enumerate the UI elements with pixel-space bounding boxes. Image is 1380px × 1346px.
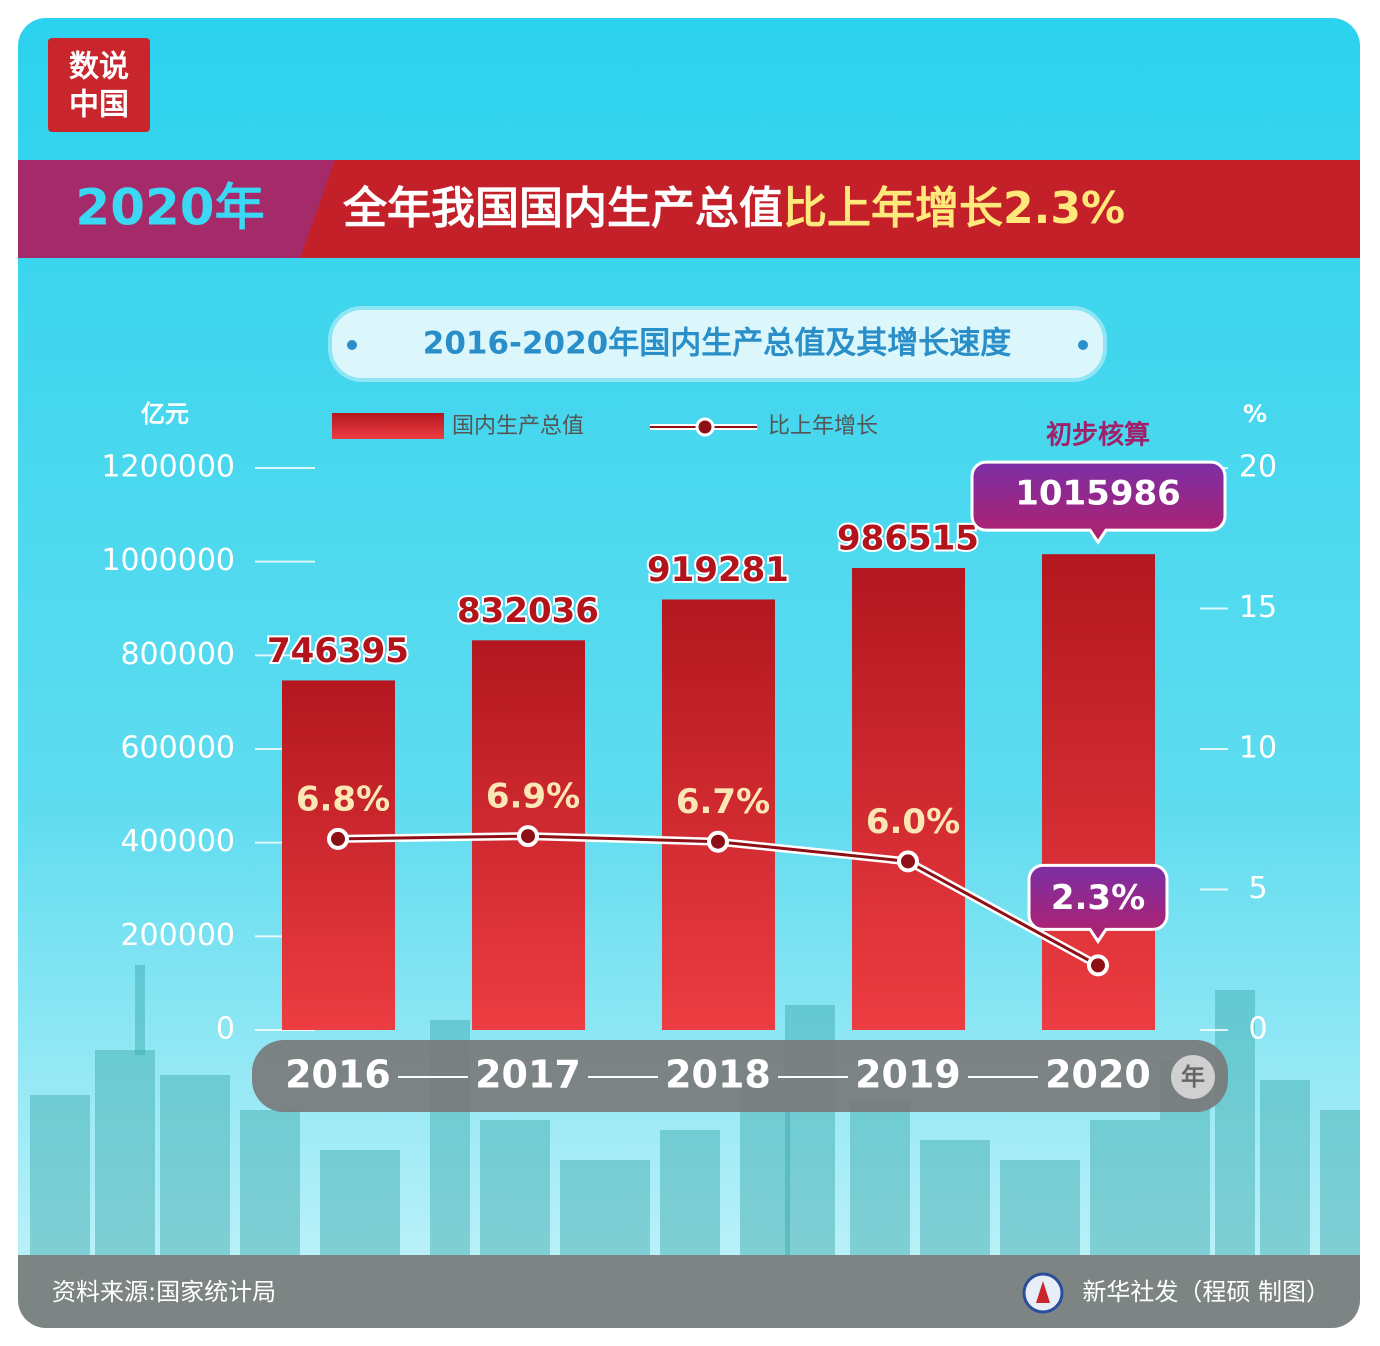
y-tick-label: 1000000 (101, 543, 235, 578)
legend-dot (695, 417, 715, 437)
pill-dot (1078, 340, 1088, 350)
x-unit-circle (1171, 1055, 1215, 1099)
line-value-label: 6.9% (486, 777, 580, 817)
bar-value-label: 832036 (457, 591, 599, 631)
y-axis-label: 亿元 (141, 400, 189, 428)
building (920, 1140, 990, 1270)
y2-tick-label: 0 (1248, 1012, 1267, 1047)
x-tick-label: 2017 (475, 1053, 581, 1097)
bar-value-label: 919281 (647, 550, 789, 590)
bar (852, 567, 965, 1030)
line-point (707, 830, 729, 853)
building (240, 1110, 300, 1270)
header-title: 全年我国国内生产总值比上年增长2.3% (342, 183, 1125, 234)
building (1000, 1160, 1080, 1270)
badge-box (48, 38, 150, 132)
header-main: 全年我国国内生产总值 (342, 183, 783, 234)
building (660, 1130, 720, 1270)
callout (1027, 863, 1169, 945)
skyline (30, 965, 1360, 1270)
building (30, 1095, 90, 1265)
y2-tick-label: 10 (1239, 731, 1277, 766)
legend-label: 国内生产总值 (452, 414, 584, 439)
building (1090, 1120, 1160, 1270)
y-tick-label: 400000 (120, 824, 235, 859)
building (135, 965, 145, 1055)
y2-axis-label: % (1243, 400, 1267, 428)
plot: 亿元 % 0 200000 400000 600000 800000 1000000 12000… (101, 400, 1277, 1097)
callout (970, 460, 1227, 545)
building (850, 1100, 910, 1270)
y2-tick-label: 5 (1248, 871, 1267, 906)
building (160, 1075, 230, 1265)
y2-tick-label: 20 (1239, 450, 1277, 485)
x-tick-label: 2019 (855, 1053, 961, 1097)
building (1215, 990, 1255, 1270)
bar-value-label: 986515 (837, 518, 979, 558)
line-value-label: 6.0% (866, 802, 960, 842)
bar (662, 599, 775, 1030)
building (95, 1050, 155, 1265)
x-axis-unit: 年 (1181, 1063, 1205, 1091)
bar-value-label: 746395 (267, 631, 409, 671)
badge-text: 中国 (69, 88, 129, 123)
badge-text: 数说 (69, 50, 129, 85)
bar (282, 680, 395, 1030)
footer-credit: 新华社发（程硕 制图） (1082, 1278, 1330, 1306)
building (320, 1150, 400, 1270)
building (480, 1120, 550, 1270)
y-tick-label: 0 (216, 1012, 235, 1047)
footer-source: 资料来源:国家统计局 (52, 1278, 276, 1306)
legend-label: 比上年增长 (768, 414, 878, 439)
card: 数说 中国 2020年 全年我国国内生产总值比上年增长2.3% 2016-202… (18, 18, 1360, 1328)
x-axis-strip (252, 1040, 1228, 1112)
x-tick-label: 2020 (1045, 1053, 1151, 1097)
x-tick-label: 2016 (285, 1053, 391, 1097)
logo-mark (1036, 1281, 1050, 1303)
y-tick-label: 1200000 (101, 450, 235, 485)
y-tick-label: 800000 (120, 637, 235, 672)
bar (1042, 554, 1155, 1030)
bar-value-label: 1015986 (1015, 474, 1181, 514)
line-point (327, 827, 349, 850)
line-point (897, 850, 919, 873)
header-highlight: 比上年增长2.3% (783, 183, 1125, 234)
x-tick-label: 2018 (665, 1053, 771, 1097)
footer-band (18, 1255, 1360, 1328)
line-value-label: 6.8% (296, 779, 390, 819)
header-year: 2020年 (75, 179, 264, 237)
legend-swatch (332, 413, 444, 439)
y-tick-label: 600000 (120, 731, 235, 766)
line-value-label: 6.7% (676, 782, 770, 822)
pill-dot (347, 340, 357, 350)
building (560, 1160, 650, 1270)
annotation: 初步核算 (1046, 420, 1150, 451)
line-point (1087, 954, 1109, 977)
building (1260, 1080, 1310, 1270)
line-point (517, 825, 539, 848)
header-tab (18, 160, 335, 258)
chart-title-pill (328, 306, 1107, 382)
line-value-label: 2.3% (1051, 878, 1145, 918)
chart-title: 2016-2020年国内生产总值及其增长速度 (423, 326, 1011, 362)
building (1320, 1110, 1360, 1270)
y-tick-label: 200000 (120, 918, 235, 953)
y2-tick-label: 15 (1239, 590, 1277, 625)
